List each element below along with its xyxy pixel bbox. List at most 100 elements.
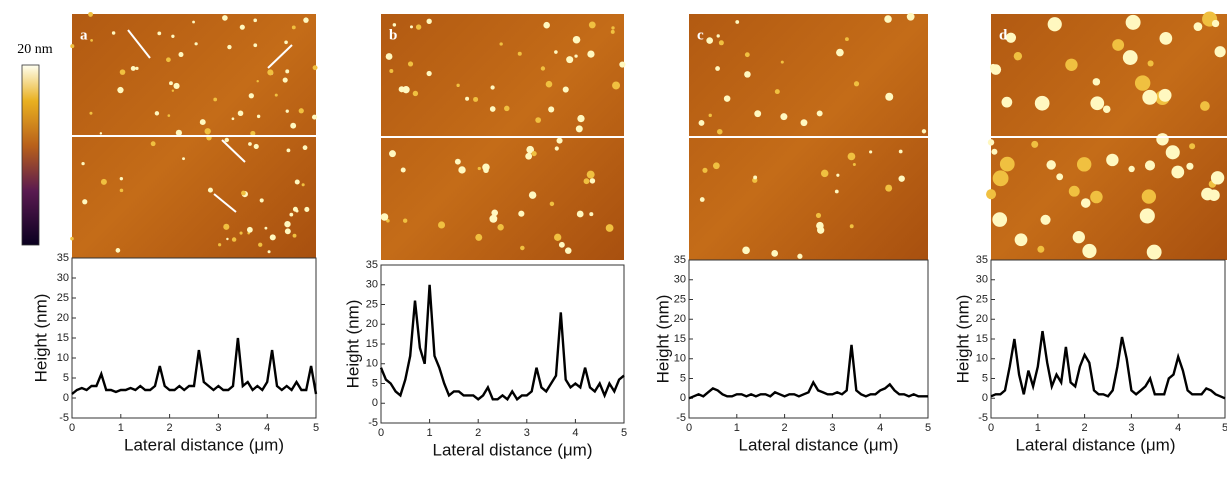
- y-tick-label: 10: [57, 352, 69, 364]
- y-tick-label: 25: [57, 292, 69, 304]
- afm-grain: [119, 176, 124, 181]
- afm-grain: [586, 170, 595, 179]
- x-tick-label: 5: [621, 427, 627, 439]
- afm-grain: [1156, 133, 1169, 146]
- y-tick-label: 0: [680, 392, 686, 404]
- x-tick-label: 0: [378, 427, 384, 439]
- panel-label: b: [389, 27, 397, 43]
- afm-grain: [1200, 101, 1210, 111]
- y-tick-label: 10: [366, 358, 378, 370]
- afm-grain: [426, 70, 432, 77]
- afm-grain: [264, 226, 268, 230]
- afm-grain: [992, 212, 1008, 227]
- afm-grain: [130, 65, 136, 71]
- afm-grain: [718, 40, 724, 46]
- afm-grain: [898, 149, 903, 154]
- afm-grain: [248, 93, 254, 99]
- y-tick-label: 25: [674, 293, 686, 305]
- y-tick-label: -5: [676, 412, 686, 424]
- afm-grain: [816, 221, 824, 230]
- afm-grain: [237, 110, 244, 117]
- afm-grain: [204, 128, 211, 135]
- y-tick-label: 5: [63, 372, 69, 384]
- afm-grain: [490, 85, 495, 90]
- afm-grain: [526, 145, 535, 154]
- afm-grain: [589, 178, 596, 184]
- y-tick-label: 25: [976, 293, 988, 305]
- afm-grain: [241, 190, 246, 196]
- afm-grain: [385, 53, 393, 60]
- afm-grain: [619, 61, 626, 68]
- afm-grain: [380, 213, 389, 221]
- afm-grain: [1193, 22, 1203, 31]
- afm-grain: [489, 106, 496, 112]
- colorbar: [21, 64, 40, 246]
- afm-grain: [477, 166, 481, 171]
- afm-grain: [834, 189, 839, 194]
- y-tick-label: 30: [366, 279, 378, 291]
- afm-grain: [921, 129, 927, 134]
- afm-grain: [716, 128, 723, 135]
- afm-grain: [274, 93, 278, 97]
- afm-grain: [438, 221, 446, 229]
- afm-grain: [239, 231, 243, 235]
- afm-grain: [289, 212, 294, 217]
- afm-grain: [554, 146, 559, 151]
- afm-grain: [520, 245, 525, 251]
- afm-grain: [774, 89, 780, 95]
- afm-grain: [253, 143, 259, 150]
- profile-line: [379, 284, 625, 402]
- afm-grain: [708, 113, 712, 118]
- x-tick-label: 5: [925, 422, 931, 434]
- afm-grain: [223, 223, 230, 230]
- afm-grain: [415, 24, 422, 30]
- y-tick-label: 25: [366, 298, 378, 310]
- y-tick-label: 35: [366, 259, 378, 271]
- afm-grain: [504, 105, 510, 112]
- afm-grain: [576, 210, 584, 218]
- y-tick-label: 15: [976, 333, 988, 345]
- arrow: [267, 44, 293, 69]
- afm-grain: [885, 92, 894, 101]
- afm-grain: [400, 167, 406, 173]
- afm-grain: [182, 157, 186, 161]
- afm-grain: [558, 241, 565, 248]
- afm-grain: [290, 122, 297, 129]
- afm-grain: [610, 29, 615, 34]
- afm-grain: [311, 114, 318, 120]
- x-tick-label: 0: [988, 422, 994, 434]
- afm-grain: [250, 130, 256, 136]
- afm-grain: [292, 206, 298, 212]
- afm-grain: [88, 11, 93, 17]
- afm-grain: [1065, 58, 1078, 71]
- afm-grain: [286, 148, 291, 153]
- afm-grain: [797, 253, 803, 259]
- afm-grain: [312, 65, 318, 71]
- afm-grain: [1005, 32, 1017, 43]
- afm-grain: [456, 83, 460, 88]
- afm-grain: [303, 17, 309, 23]
- y-tick-label: -5: [978, 412, 988, 424]
- afm-grain: [612, 81, 621, 90]
- afm-grain: [1128, 165, 1135, 173]
- afm-grain: [253, 18, 258, 23]
- afm-grain: [1165, 145, 1180, 160]
- afm-grain: [836, 173, 840, 177]
- y-tick-label: 15: [57, 332, 69, 344]
- afm-grain: [218, 243, 222, 247]
- afm-grain: [554, 50, 558, 54]
- afm-grain: [100, 178, 107, 185]
- afm-grain: [1031, 140, 1039, 148]
- afm-grain: [166, 57, 171, 63]
- afm-grain: [111, 31, 116, 35]
- y-tick-label: 5: [680, 372, 686, 384]
- afm-grain: [304, 206, 310, 212]
- afm-grain: [589, 212, 594, 217]
- afm-grain: [1106, 153, 1119, 167]
- afm-grain: [231, 237, 237, 242]
- afm-grain: [885, 184, 893, 192]
- x-axis-title: Lateral distance (μm): [738, 435, 898, 454]
- afm-grain: [744, 71, 751, 78]
- afm-grain: [1034, 95, 1050, 111]
- plot-frame: [990, 259, 1226, 419]
